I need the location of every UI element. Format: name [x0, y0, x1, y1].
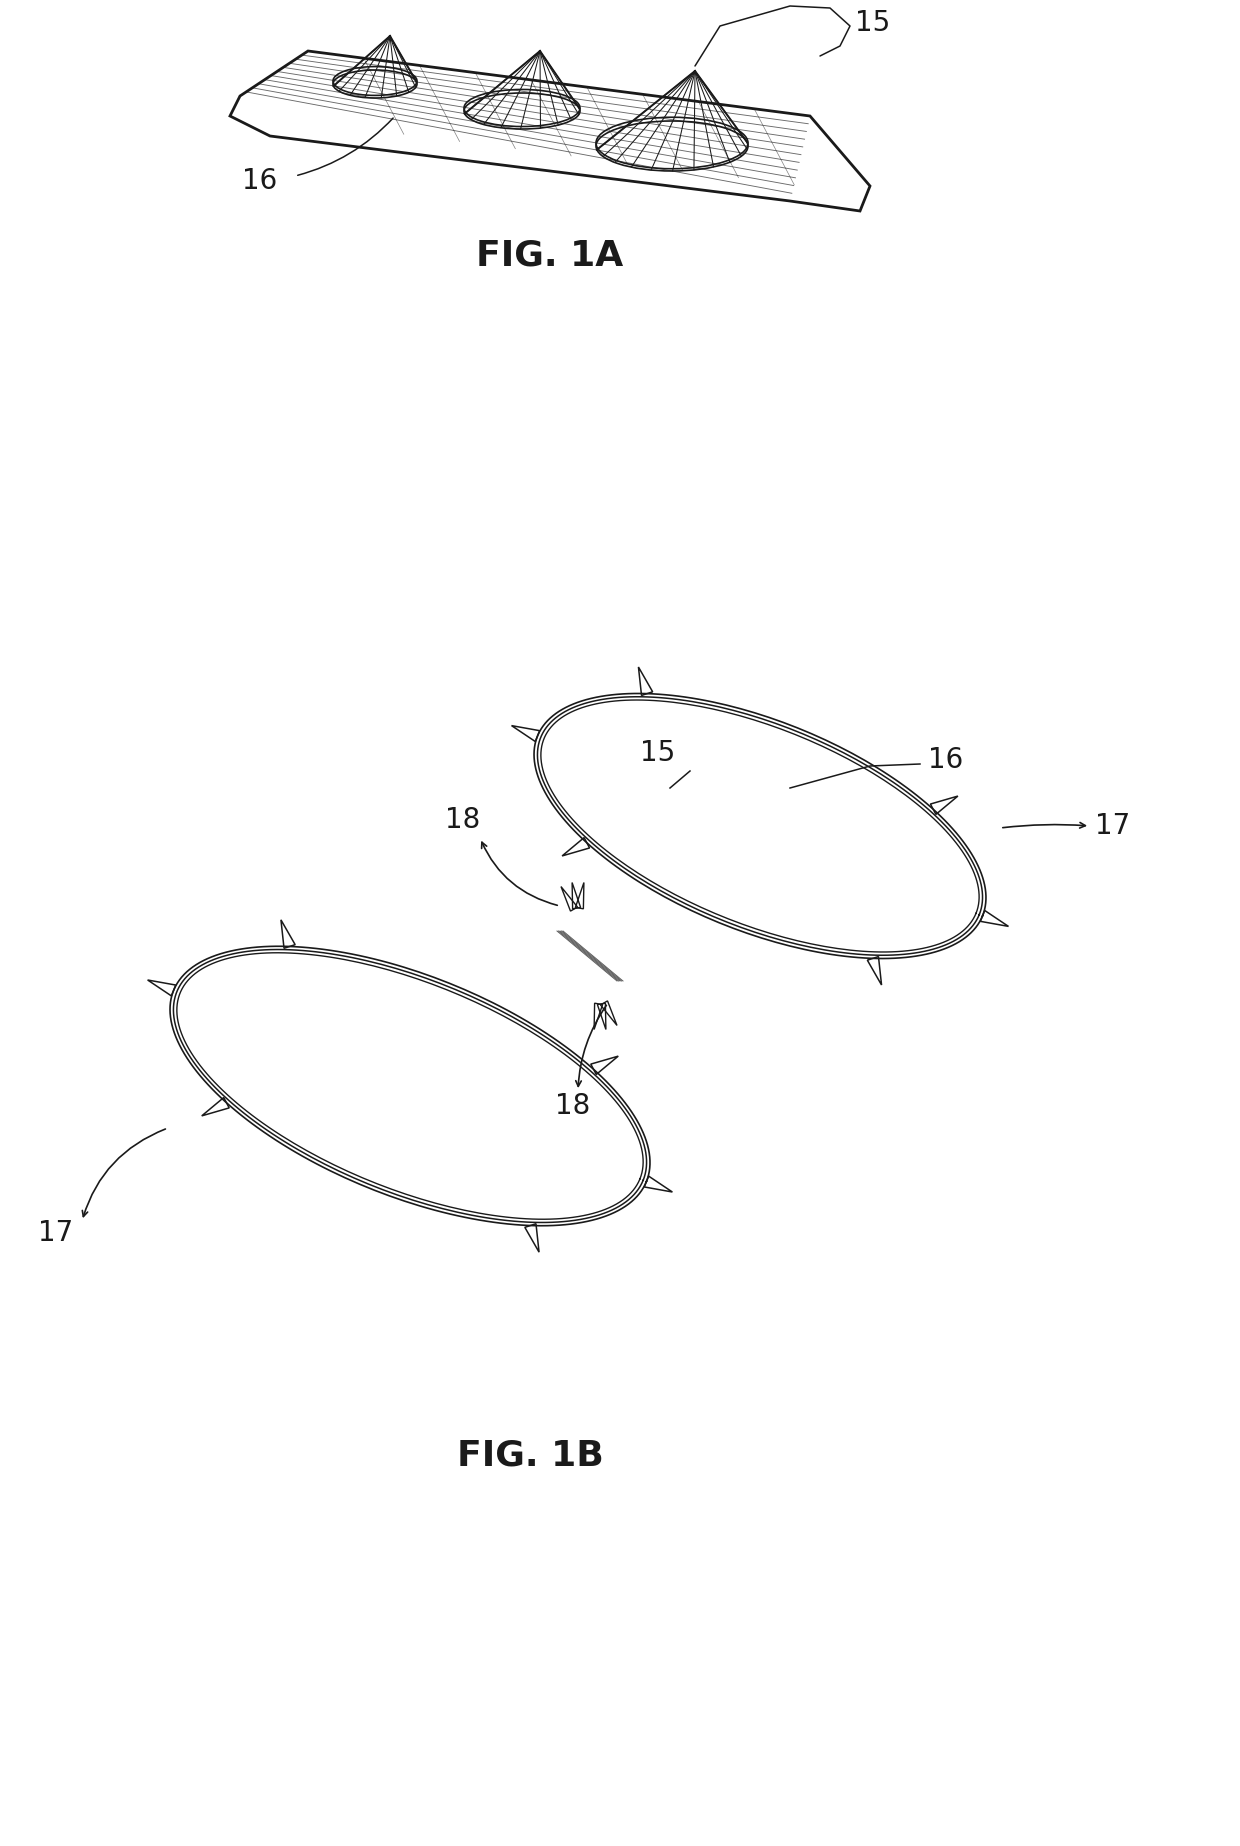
- Text: FIG. 1A: FIG. 1A: [476, 238, 624, 273]
- Text: 17: 17: [1095, 812, 1130, 840]
- Text: 15: 15: [856, 9, 890, 37]
- Text: FIG. 1B: FIG. 1B: [456, 1440, 604, 1473]
- Text: 16: 16: [242, 166, 278, 196]
- Text: 18: 18: [556, 1093, 590, 1121]
- Text: 15: 15: [640, 738, 676, 766]
- Text: 17: 17: [38, 1218, 73, 1248]
- Text: 18: 18: [445, 807, 480, 834]
- Text: 16: 16: [928, 746, 963, 773]
